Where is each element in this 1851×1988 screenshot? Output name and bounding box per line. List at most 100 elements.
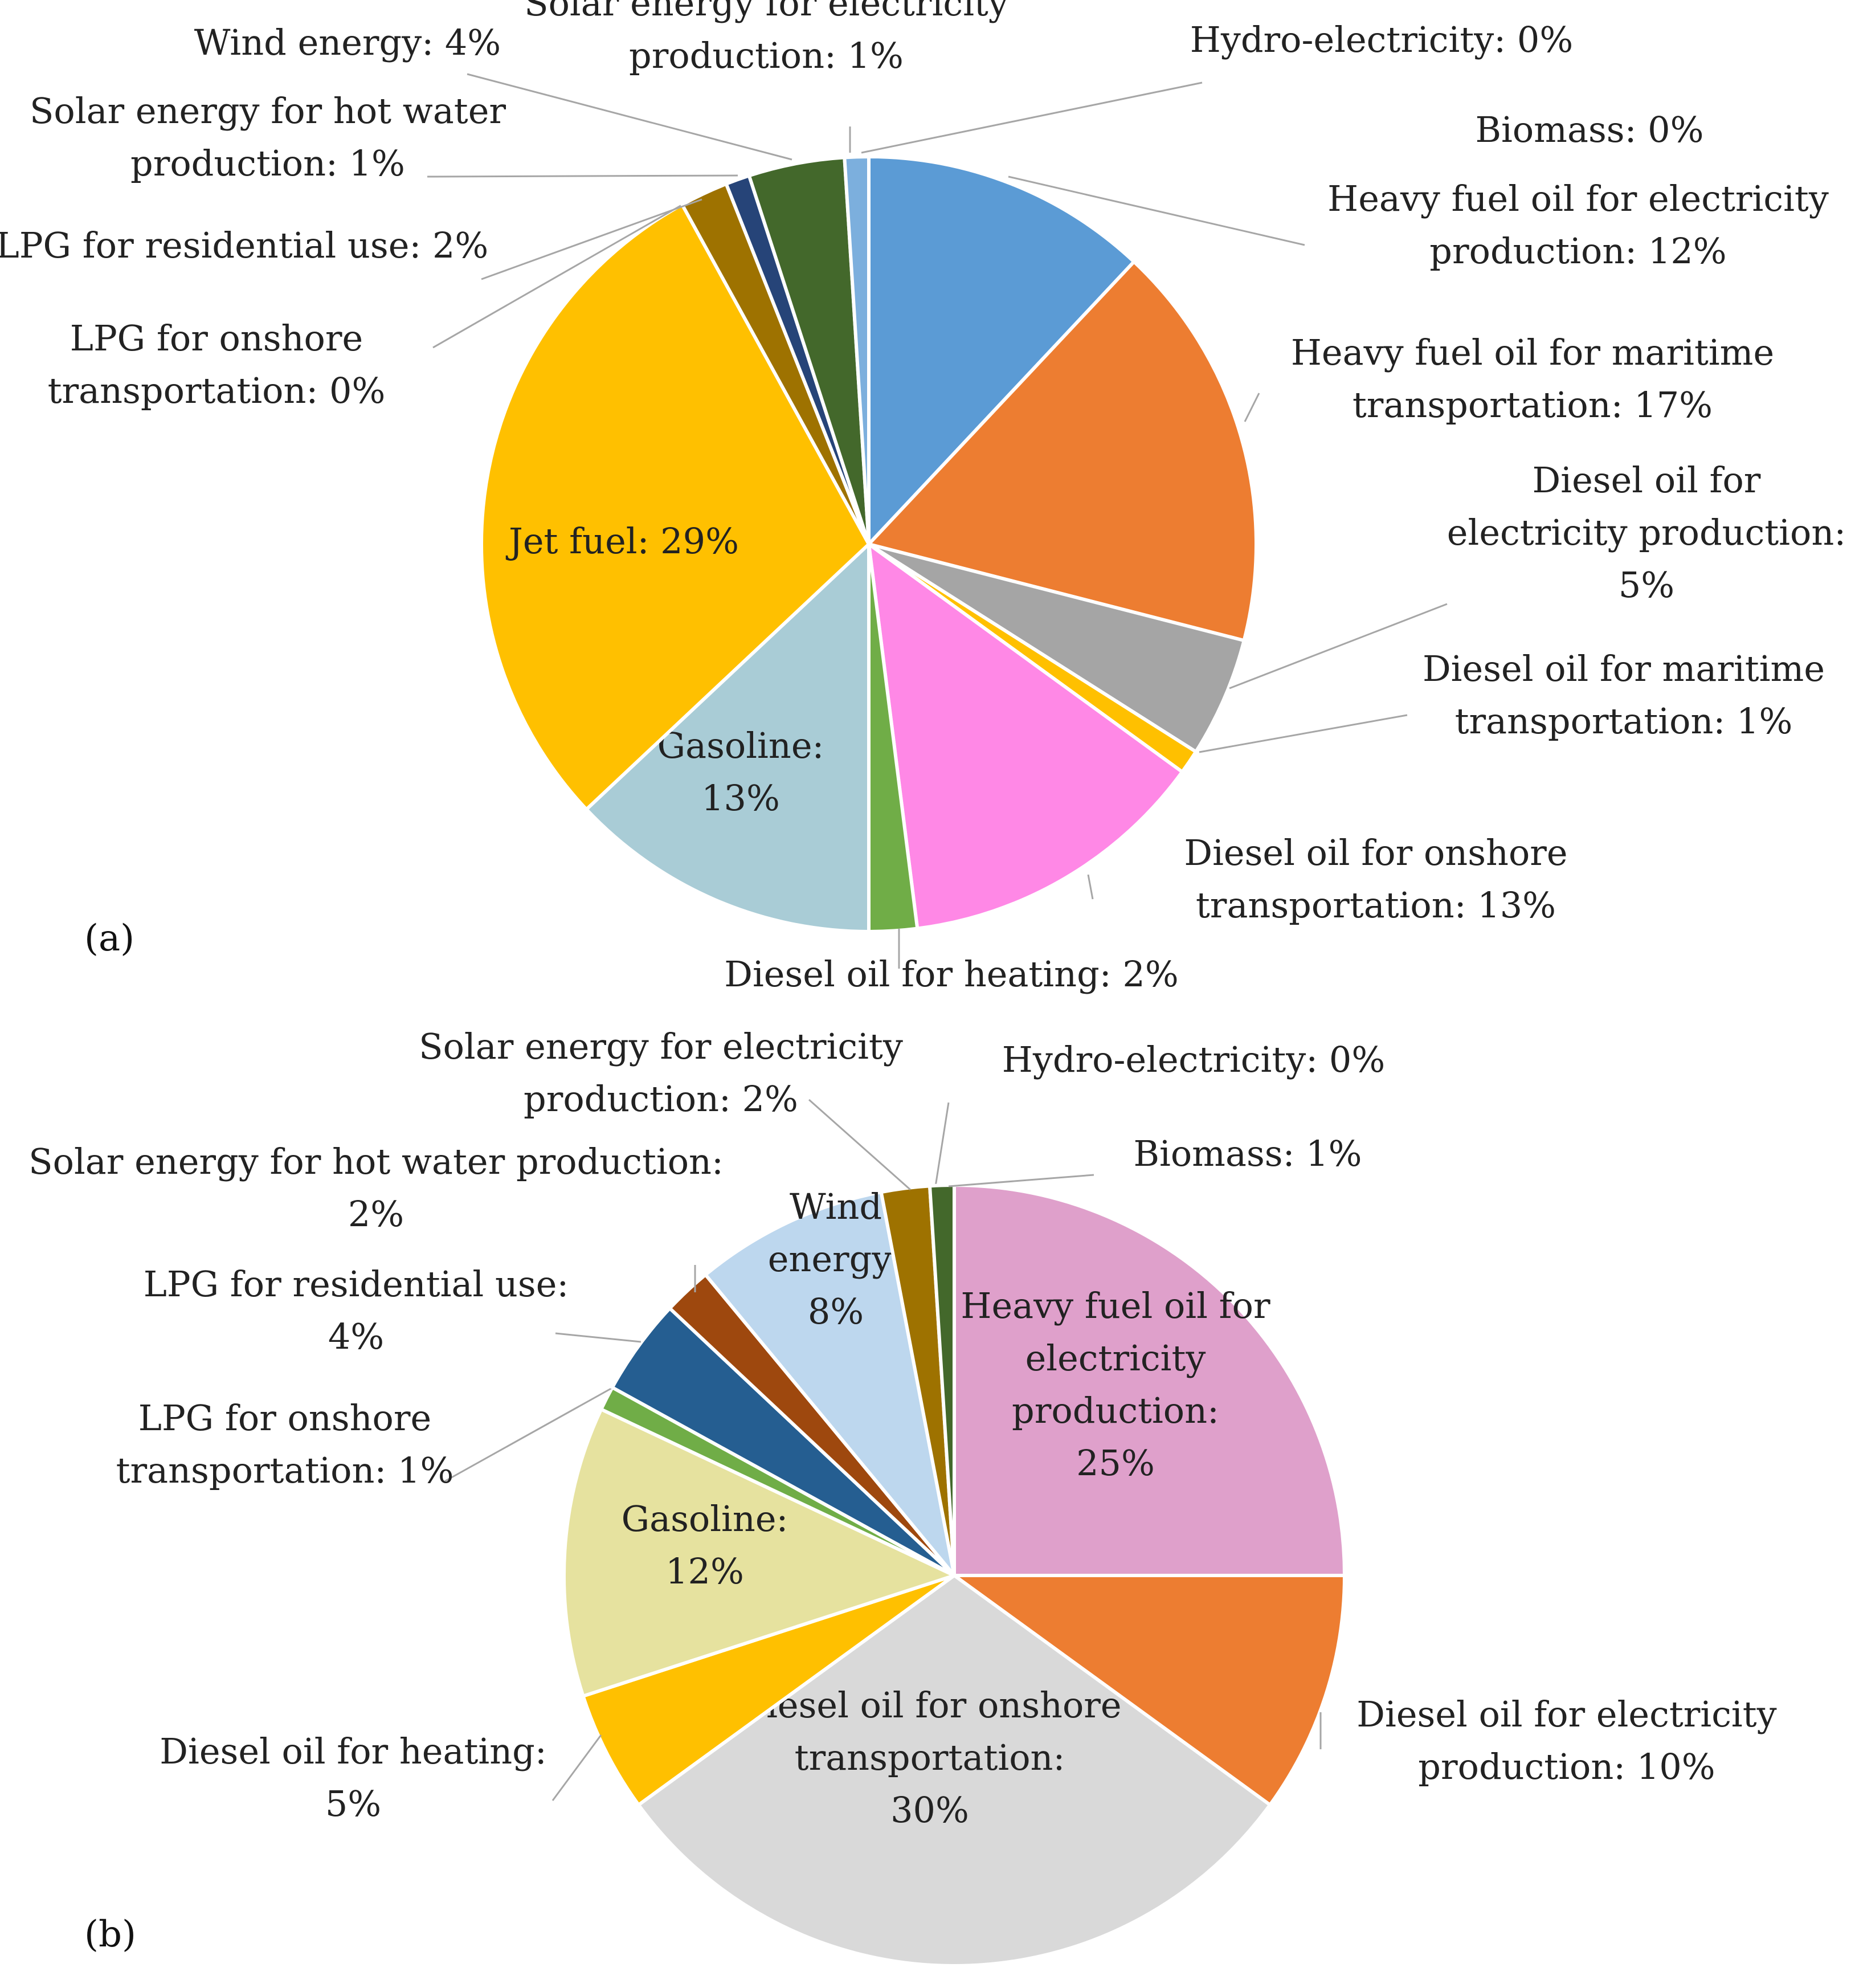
slice-heavy-fuel-oil-for-maritime-transportation bbox=[865, 259, 1258, 643]
leader-line-hydro-electricity bbox=[934, 1102, 950, 1187]
data-label-heavy-fuel-oil-for-maritime-transportation: Heavy fuel oil for maritime transportatio… bbox=[1291, 332, 1774, 426]
data-label-line: Diesel oil for heating: 2% bbox=[724, 953, 1179, 995]
data-label-diesel-oil-for-onshore-transportation: Diesel oil for onshore transportation: 13… bbox=[1184, 832, 1567, 926]
data-label-line: transportation: 13% bbox=[1196, 884, 1556, 926]
data-label-line: Biomass: 1% bbox=[1133, 1133, 1362, 1174]
data-label-line: production: 10% bbox=[1418, 1746, 1715, 1787]
data-label-line: 13% bbox=[701, 777, 780, 819]
data-label-line: LPG for residential use: 2% bbox=[0, 224, 488, 266]
data-label-line: transportation: bbox=[795, 1737, 1065, 1778]
data-label-line: 4% bbox=[328, 1316, 384, 1357]
data-label-line: Diesel oil for onshore bbox=[1184, 832, 1567, 873]
slice-diesel-oil-for-onshore-transportation bbox=[867, 540, 1185, 930]
data-label-biomass: Biomass: 0% bbox=[1475, 109, 1703, 150]
data-label-line: Solar energy for hot water production: bbox=[28, 1141, 724, 1182]
data-label-hydro-electricity: Hydro-electricity: 0% bbox=[1002, 1039, 1385, 1080]
slice-heavy-fuel-oil-for-electricity-production bbox=[953, 1183, 1347, 1577]
leader-line-heavy-fuel-oil-for-electricity-production bbox=[1008, 175, 1305, 246]
data-label-line: transportation: 1% bbox=[116, 1450, 454, 1491]
data-label-line: Jet fuel: 29% bbox=[505, 520, 739, 562]
data-label-line: production: 1% bbox=[629, 35, 904, 76]
data-label-line: transportation: 0% bbox=[48, 370, 386, 411]
leader-line-hydro-electricity bbox=[861, 81, 1203, 154]
data-label-lpg-for-onshore-transportation: LPG for onshore transportation: 1% bbox=[116, 1397, 454, 1491]
data-label-line: Heavy fuel oil for electricity bbox=[1327, 178, 1829, 219]
data-label-line: Diesel oil for electricity bbox=[1356, 1693, 1776, 1735]
data-label-gasoline: Gasoline: 12% bbox=[622, 1498, 788, 1592]
data-label-line: Solar energy for electricity bbox=[524, 0, 1008, 24]
data-label-line: energy: bbox=[768, 1238, 904, 1280]
data-label-line: Diesel oil for onshore bbox=[738, 1684, 1121, 1726]
data-label-line: LPG for onshore bbox=[138, 1397, 431, 1439]
data-label-line: Wind energy: 4% bbox=[194, 22, 501, 63]
data-label-line: Heavy fuel oil for maritime bbox=[1291, 332, 1774, 373]
data-label-line: Heavy fuel oil for bbox=[961, 1285, 1270, 1326]
data-label-line: production: 2% bbox=[524, 1078, 798, 1120]
slice-gasoline bbox=[584, 540, 871, 934]
leader-line-biomass bbox=[948, 1174, 1094, 1187]
data-label-line: electricity bbox=[1025, 1337, 1206, 1379]
leader-line-diesel-oil-for-maritime-transportation bbox=[1199, 714, 1408, 753]
data-label-line: 5% bbox=[325, 1783, 381, 1824]
data-label-line: 2% bbox=[348, 1193, 404, 1235]
slice-wind-energy bbox=[703, 1190, 956, 1577]
leader-line-lpg-for-residential-use bbox=[481, 198, 702, 280]
leader-line-heavy-fuel-oil-for-maritime-transportation bbox=[1244, 393, 1260, 422]
pie-chart-b: Heavy fuel oil for electricity production:… bbox=[28, 1026, 1777, 1968]
data-label-line: Gasoline: bbox=[622, 1498, 788, 1540]
data-label-line: Biomass: 0% bbox=[1475, 109, 1703, 150]
data-label-biomass: Biomass: 1% bbox=[1133, 1133, 1362, 1174]
data-label-diesel-oil-for-maritime-transportation: Diesel oil for maritime transportation: 1… bbox=[1423, 648, 1825, 742]
leader-line-lpg-for-onshore-transportation bbox=[432, 201, 687, 349]
panel-label-a: (a) bbox=[84, 917, 134, 960]
data-label-line: Hydro-electricity: 0% bbox=[1002, 1039, 1385, 1080]
slice-gasoline bbox=[562, 1407, 959, 1699]
leader-line-solar-energy-for-electricity-production bbox=[808, 1099, 911, 1191]
data-label-line: 12% bbox=[665, 1550, 744, 1592]
leader-line-diesel-oil-for-onshore-transportation bbox=[1087, 874, 1094, 900]
data-label-heavy-fuel-oil-for-electricity-production: Heavy fuel oil for electricity production:… bbox=[961, 1285, 1270, 1484]
panel-label-b: (b) bbox=[84, 1913, 136, 1956]
leader-line-lpg-for-onshore-transportation bbox=[444, 1383, 619, 1483]
leader-line-lpg-for-residential-use bbox=[555, 1332, 641, 1343]
slice-diesel-oil-for-electricity-production bbox=[868, 542, 1247, 754]
data-label-line: Solar energy for electricity bbox=[419, 1026, 903, 1067]
data-label-solar-energy-for-electricity-production: Solar energy for electricity production: … bbox=[524, 0, 1008, 76]
data-label-wind-energy: Wind energy: 8% bbox=[768, 1186, 904, 1332]
leader-line-solar-energy-for-hot-water-production bbox=[427, 174, 738, 178]
slice-heavy-fuel-oil-for-electricity-production bbox=[867, 154, 1137, 549]
slice-diesel-oil-for-electricity-production bbox=[949, 1574, 1347, 1807]
data-label-line: production: 1% bbox=[130, 142, 405, 184]
data-label-line: Hydro-electricity: 0% bbox=[1190, 19, 1573, 60]
data-label-line: LPG for residential use: bbox=[144, 1263, 569, 1305]
data-label-hydro-electricity: Hydro-electricity: 0% bbox=[1190, 19, 1573, 60]
data-label-line: Diesel oil for maritime bbox=[1423, 648, 1825, 689]
data-label-solar-energy-for-hot-water-production: Solar energy for hot water production: 2% bbox=[28, 1141, 724, 1235]
data-label-line: LPG for onshore bbox=[70, 317, 363, 359]
data-label-line: Wind bbox=[790, 1186, 882, 1227]
slice-diesel-oil-for-heating bbox=[581, 1574, 955, 1807]
data-label-line: 8% bbox=[808, 1291, 864, 1332]
data-label-lpg-for-residential-use: LPG for residential use: 4% bbox=[144, 1263, 569, 1357]
data-label-line: transportation: 1% bbox=[1455, 700, 1793, 742]
data-label-line: electricity production: bbox=[1447, 512, 1846, 553]
data-label-solar-energy-for-hot-water-production: Solar energy for hot water production: 1% bbox=[30, 90, 506, 184]
data-label-diesel-oil-for-electricity-production: Diesel oil for electricity production: 10… bbox=[1356, 1693, 1776, 1787]
data-label-diesel-oil-for-heating: Diesel oil for heating: 5% bbox=[160, 1730, 546, 1824]
data-label-lpg-for-onshore-transportation: LPG for onshore transportation: 0% bbox=[48, 317, 386, 411]
leader-line-diesel-oil-for-heating bbox=[551, 1734, 602, 1801]
data-label-line: Gasoline: bbox=[657, 725, 824, 766]
data-label-solar-energy-for-electricity-production: Solar energy for electricity production: … bbox=[419, 1026, 903, 1120]
leader-line-wind-energy bbox=[467, 73, 792, 161]
data-label-jet-fuel: Jet fuel: 29% bbox=[505, 520, 739, 562]
data-label-line: 5% bbox=[1619, 564, 1674, 606]
data-label-wind-energy: Wind energy: 4% bbox=[194, 22, 501, 63]
data-label-line: Diesel oil for bbox=[1533, 459, 1761, 501]
data-label-diesel-oil-for-heating: Diesel oil for heating: 2% bbox=[724, 953, 1179, 995]
data-label-lpg-for-residential-use: LPG for residential use: 2% bbox=[0, 224, 488, 266]
slice-diesel-oil-for-onshore-transportation bbox=[636, 1573, 1273, 1968]
pie-chart-a: Heavy fuel oil for electricity production… bbox=[0, 0, 1846, 995]
data-label-line: Diesel oil for heating: bbox=[160, 1730, 546, 1772]
